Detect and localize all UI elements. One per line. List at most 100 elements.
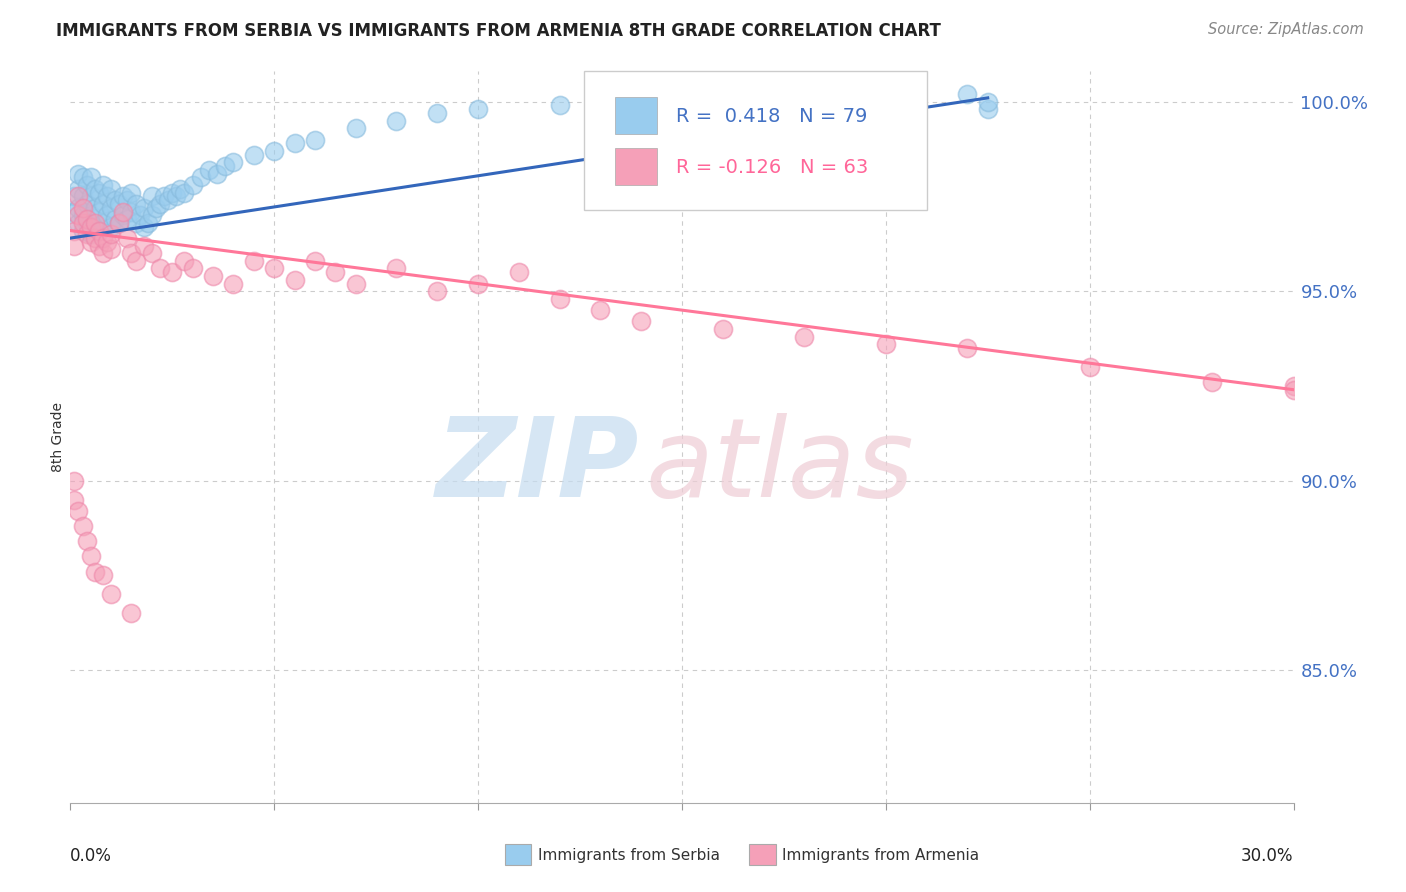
Point — [214, 159, 236, 173]
Point — [117, 212, 139, 227]
Point — [72, 201, 94, 215]
Point — [87, 223, 110, 237]
Point — [1201, 375, 1223, 389]
Point — [711, 91, 734, 105]
Point — [243, 147, 266, 161]
Point — [72, 223, 94, 237]
Point — [96, 235, 118, 249]
Point — [976, 95, 998, 109]
Text: ZIP: ZIP — [436, 413, 640, 520]
Point — [222, 155, 245, 169]
Point — [100, 201, 122, 215]
Point — [222, 277, 245, 291]
Point — [875, 337, 897, 351]
Point — [173, 253, 195, 268]
Text: 30.0%: 30.0% — [1241, 847, 1294, 864]
Point — [467, 277, 489, 291]
Point — [67, 182, 90, 196]
Point — [141, 246, 163, 260]
Point — [284, 273, 307, 287]
FancyBboxPatch shape — [583, 71, 927, 211]
Point — [87, 204, 110, 219]
Point — [157, 193, 180, 207]
Point — [63, 492, 86, 507]
Point — [91, 246, 114, 260]
Point — [136, 216, 159, 230]
FancyBboxPatch shape — [505, 845, 531, 865]
Point — [1078, 359, 1101, 374]
FancyBboxPatch shape — [614, 148, 658, 185]
Point — [91, 197, 114, 211]
Text: atlas: atlas — [645, 413, 914, 520]
Point — [121, 186, 143, 200]
Point — [76, 178, 98, 192]
Point — [173, 186, 195, 200]
Point — [91, 231, 114, 245]
Text: IMMIGRANTS FROM SERBIA VS IMMIGRANTS FROM ARMENIA 8TH GRADE CORRELATION CHART: IMMIGRANTS FROM SERBIA VS IMMIGRANTS FRO… — [56, 22, 941, 40]
Point — [385, 261, 408, 276]
Point — [83, 219, 105, 234]
Point — [76, 227, 98, 242]
Point — [385, 113, 408, 128]
Point — [344, 121, 367, 136]
Point — [875, 91, 897, 105]
Point — [87, 238, 110, 252]
Point — [630, 314, 652, 328]
Text: Source: ZipAtlas.com: Source: ZipAtlas.com — [1208, 22, 1364, 37]
Point — [76, 216, 98, 230]
Point — [79, 235, 103, 249]
Text: 0.0%: 0.0% — [70, 847, 112, 864]
Point — [79, 549, 103, 564]
Point — [976, 102, 998, 116]
Point — [132, 238, 155, 252]
Point — [96, 189, 118, 203]
Point — [96, 208, 118, 222]
Point — [112, 208, 135, 222]
Point — [190, 170, 212, 185]
Point — [956, 87, 979, 101]
Point — [63, 223, 86, 237]
Point — [67, 208, 90, 222]
FancyBboxPatch shape — [749, 845, 776, 865]
Point — [121, 204, 143, 219]
Point — [711, 322, 734, 336]
Point — [67, 189, 90, 203]
Point — [132, 201, 155, 215]
Point — [162, 186, 183, 200]
Point — [149, 261, 172, 276]
Point — [263, 261, 285, 276]
Point — [1282, 383, 1305, 397]
Point — [79, 189, 103, 203]
Point — [67, 201, 90, 215]
Point — [153, 189, 176, 203]
Point — [76, 534, 98, 549]
Point — [76, 197, 98, 211]
Point — [72, 189, 94, 203]
Point — [108, 216, 131, 230]
Point — [72, 216, 94, 230]
Point — [72, 208, 94, 222]
Point — [76, 212, 98, 227]
Point — [67, 216, 90, 230]
Point — [141, 189, 163, 203]
Point — [548, 98, 571, 112]
Point — [793, 87, 815, 101]
Point — [72, 519, 94, 533]
Point — [91, 568, 114, 582]
Point — [630, 95, 652, 109]
Point — [548, 292, 571, 306]
Point — [100, 182, 122, 196]
Point — [112, 204, 135, 219]
Point — [426, 284, 449, 298]
Point — [100, 227, 122, 242]
Point — [426, 106, 449, 120]
Point — [508, 265, 530, 279]
Point — [63, 189, 86, 203]
FancyBboxPatch shape — [614, 97, 658, 134]
Point — [169, 182, 191, 196]
Point — [117, 193, 139, 207]
Point — [202, 268, 225, 283]
Point — [83, 182, 105, 196]
Point — [79, 219, 103, 234]
Point — [87, 186, 110, 200]
